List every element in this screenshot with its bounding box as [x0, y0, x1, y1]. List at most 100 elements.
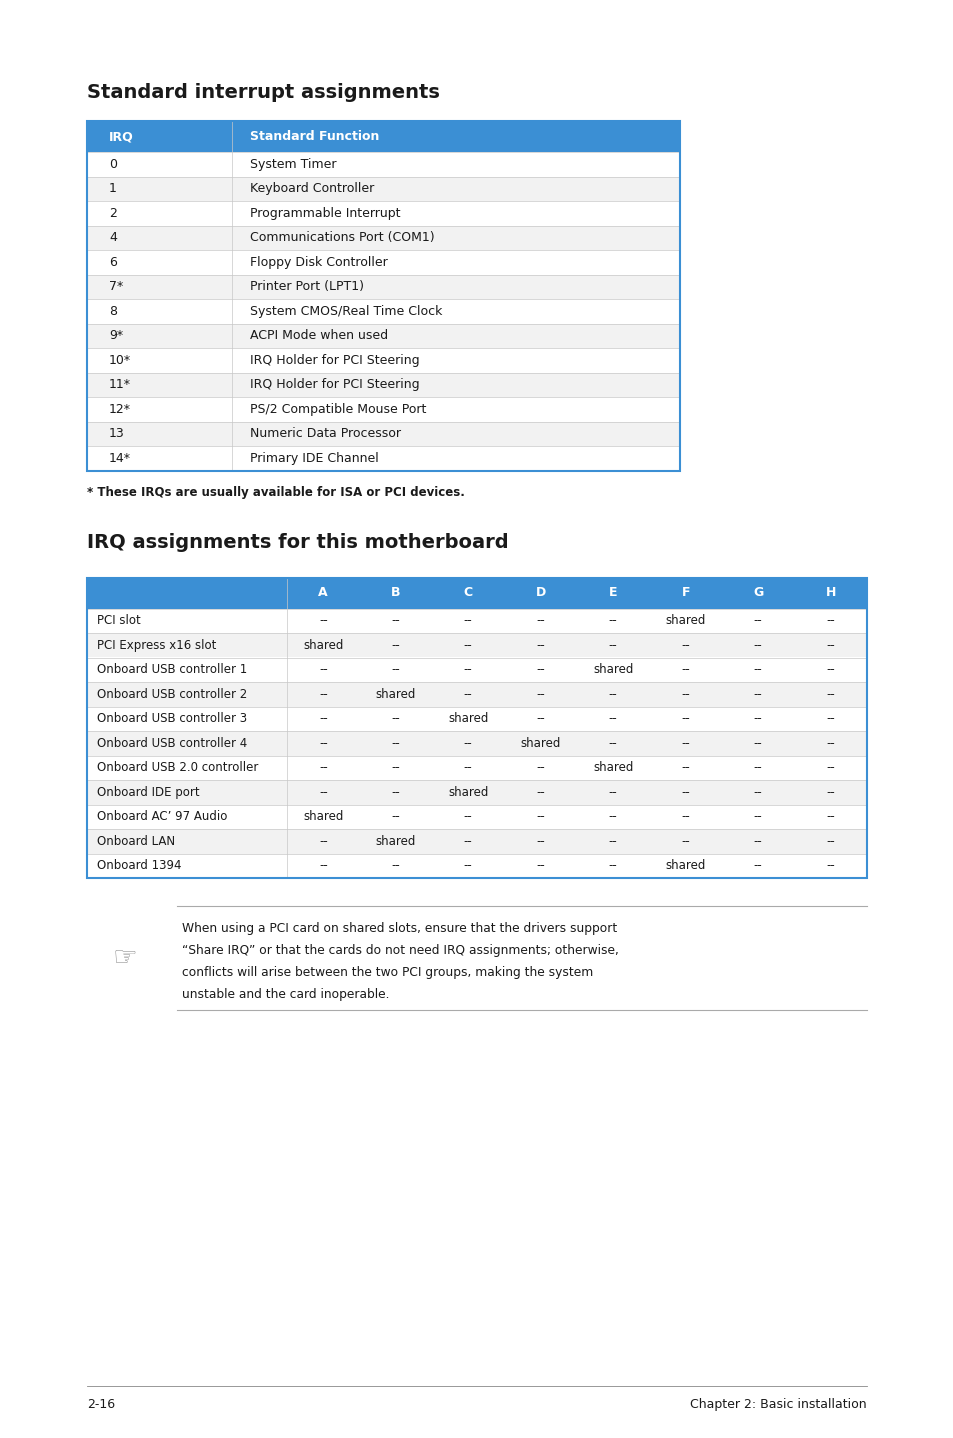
Text: Standard Function: Standard Function	[250, 129, 379, 142]
Text: Onboard USB controller 1: Onboard USB controller 1	[97, 663, 247, 676]
Text: --: --	[463, 736, 472, 749]
Text: Onboard USB controller 3: Onboard USB controller 3	[97, 712, 247, 725]
Text: --: --	[463, 761, 472, 774]
Text: --: --	[318, 785, 327, 798]
Text: IRQ Holder for PCI Steering: IRQ Holder for PCI Steering	[250, 354, 419, 367]
Text: shared: shared	[448, 712, 488, 725]
Text: --: --	[391, 663, 399, 676]
Bar	[87, 121, 679, 470]
Text: --: --	[608, 712, 617, 725]
Bar	[87, 348, 679, 372]
Text: --: --	[753, 810, 761, 823]
Text: --: --	[463, 614, 472, 627]
Text: --: --	[825, 663, 834, 676]
Text: --: --	[463, 687, 472, 700]
Text: PS/2 Compatible Mouse Port: PS/2 Compatible Mouse Port	[250, 403, 426, 416]
Text: --: --	[391, 810, 399, 823]
Text: Standard interrupt assignments: Standard interrupt assignments	[87, 83, 439, 102]
Text: 10*: 10*	[109, 354, 131, 367]
Text: G: G	[752, 587, 762, 600]
Text: --: --	[825, 614, 834, 627]
Bar	[87, 854, 866, 879]
Text: Primary IDE Channel: Primary IDE Channel	[250, 452, 378, 464]
Text: 12*: 12*	[109, 403, 131, 416]
Text: --: --	[680, 834, 689, 848]
Text: Onboard USB 2.0 controller: Onboard USB 2.0 controller	[97, 761, 258, 774]
Text: Printer Port (LPT1): Printer Port (LPT1)	[250, 280, 364, 293]
Bar	[87, 324, 679, 348]
Text: Keyboard Controller: Keyboard Controller	[250, 183, 374, 196]
Text: --: --	[318, 663, 327, 676]
Bar	[87, 446, 679, 470]
Text: --: --	[825, 785, 834, 798]
Text: 6: 6	[109, 256, 117, 269]
Text: 11*: 11*	[109, 378, 131, 391]
Text: Onboard USB controller 4: Onboard USB controller 4	[97, 736, 247, 749]
Text: --: --	[825, 860, 834, 873]
Text: --: --	[536, 860, 544, 873]
Text: --: --	[391, 712, 399, 725]
Text: shared: shared	[665, 860, 705, 873]
Text: shared: shared	[593, 761, 633, 774]
Text: Onboard USB controller 2: Onboard USB controller 2	[97, 687, 247, 700]
Text: F: F	[680, 587, 689, 600]
Text: 13: 13	[109, 427, 125, 440]
Text: --: --	[318, 736, 327, 749]
Bar	[87, 578, 866, 608]
Bar	[87, 421, 679, 446]
Text: shared: shared	[375, 687, 416, 700]
Text: --: --	[463, 638, 472, 651]
Bar	[87, 779, 866, 804]
Text: --: --	[463, 834, 472, 848]
Bar	[87, 372, 679, 397]
Text: --: --	[825, 687, 834, 700]
Text: --: --	[536, 638, 544, 651]
Text: --: --	[608, 785, 617, 798]
Bar	[87, 804, 866, 828]
Text: D: D	[535, 587, 545, 600]
Text: --: --	[536, 712, 544, 725]
Bar	[87, 608, 866, 633]
Text: H: H	[824, 587, 835, 600]
Text: 8: 8	[109, 305, 117, 318]
Text: --: --	[825, 810, 834, 823]
Text: Floppy Disk Controller: Floppy Disk Controller	[250, 256, 387, 269]
Text: shared: shared	[448, 785, 488, 798]
Text: --: --	[680, 687, 689, 700]
Text: Onboard 1394: Onboard 1394	[97, 860, 181, 873]
Text: --: --	[753, 687, 761, 700]
Text: --: --	[825, 638, 834, 651]
Text: When using a PCI card on shared slots, ensure that the drivers support: When using a PCI card on shared slots, e…	[182, 922, 617, 935]
Text: ☞: ☞	[112, 943, 137, 972]
Text: --: --	[536, 614, 544, 627]
Text: --: --	[536, 663, 544, 676]
Bar	[87, 706, 866, 731]
Text: --: --	[753, 785, 761, 798]
Text: * These IRQs are usually available for ISA or PCI devices.: * These IRQs are usually available for I…	[87, 486, 464, 499]
Text: --: --	[680, 712, 689, 725]
Text: C: C	[463, 587, 473, 600]
Text: --: --	[753, 736, 761, 749]
Text: --: --	[536, 687, 544, 700]
Text: shared: shared	[520, 736, 560, 749]
Text: --: --	[608, 736, 617, 749]
Text: --: --	[753, 834, 761, 848]
Bar	[87, 226, 679, 250]
Bar	[87, 121, 679, 152]
Text: --: --	[318, 614, 327, 627]
Bar	[87, 578, 866, 879]
Text: --: --	[463, 810, 472, 823]
Text: 9*: 9*	[109, 329, 123, 342]
Bar	[87, 657, 866, 682]
Text: --: --	[680, 736, 689, 749]
Text: IRQ assignments for this motherboard: IRQ assignments for this motherboard	[87, 532, 508, 552]
Text: --: --	[536, 785, 544, 798]
Text: 1: 1	[109, 183, 117, 196]
Text: PCI Express x16 slot: PCI Express x16 slot	[97, 638, 216, 651]
Text: 2-16: 2-16	[87, 1398, 115, 1411]
Text: 7*: 7*	[109, 280, 123, 293]
Text: ACPI Mode when used: ACPI Mode when used	[250, 329, 388, 342]
Text: --: --	[391, 785, 399, 798]
Text: System CMOS/Real Time Clock: System CMOS/Real Time Clock	[250, 305, 442, 318]
Text: B: B	[391, 587, 400, 600]
